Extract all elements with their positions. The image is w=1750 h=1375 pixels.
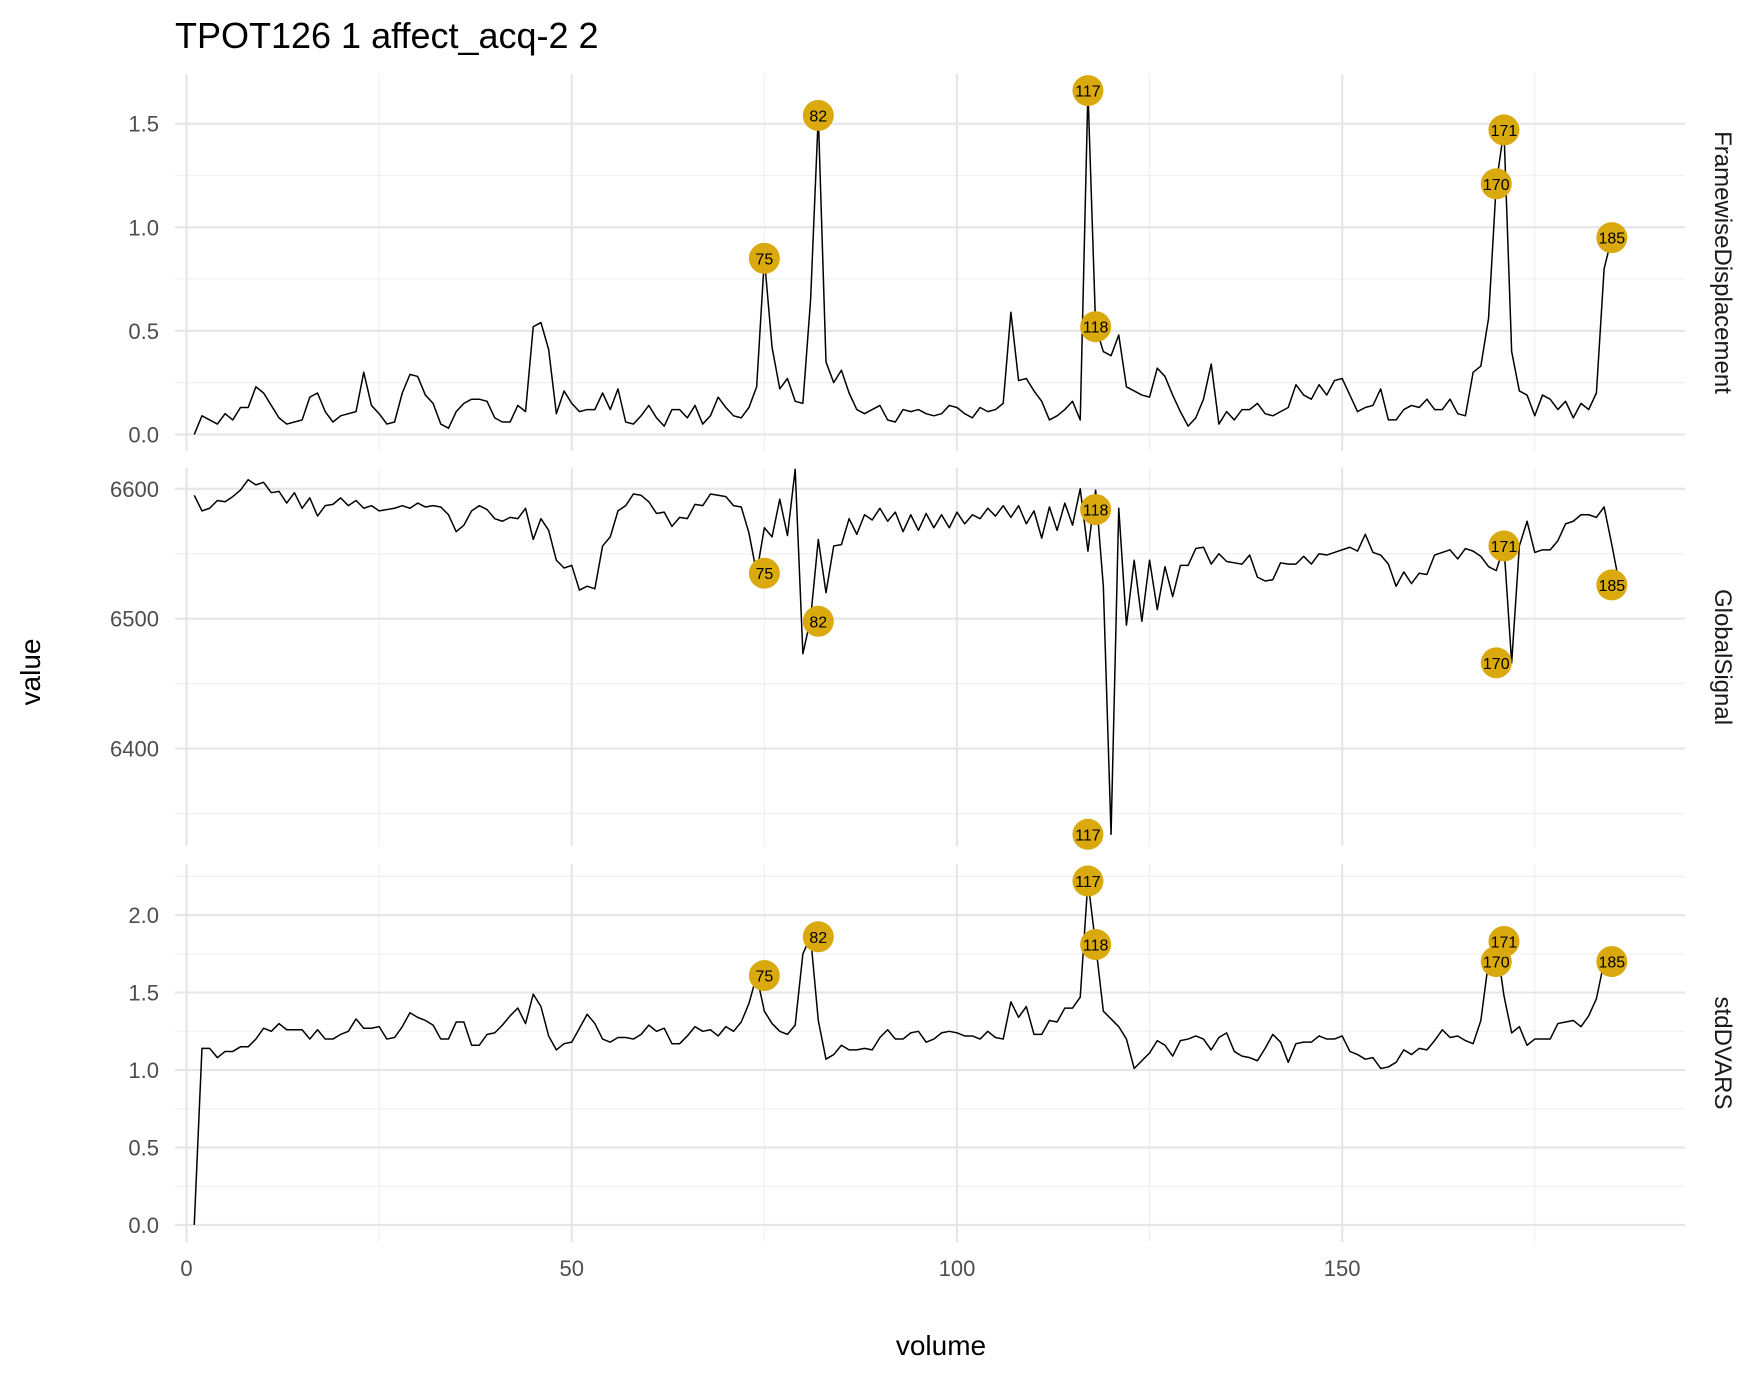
y-tick-label: 0.5 — [128, 1136, 159, 1161]
highlight-point — [802, 605, 834, 637]
highlight-point — [1080, 929, 1112, 961]
highlight-point — [1080, 311, 1112, 343]
highlight-point — [1488, 114, 1520, 146]
highlight-point-label: 118 — [1083, 938, 1109, 955]
y-tick-label: 0.5 — [128, 319, 159, 344]
y-axis-title: value — [15, 639, 46, 706]
panels: 0.0 0.5 1.0 1.5 FramewiseDisplacement 75 82 117… — [110, 74, 1736, 1242]
highlight-point-label: 171 — [1491, 123, 1518, 140]
highlight-point — [1488, 530, 1520, 562]
highlight-point — [1072, 818, 1104, 850]
y-tick-label: 2.0 — [128, 903, 159, 928]
y-tick-label: 1.0 — [128, 1058, 159, 1083]
highlight-point — [1480, 647, 1512, 679]
x-tick-label: 100 — [939, 1256, 976, 1281]
y-tick-label: 1.0 — [128, 215, 159, 240]
highlight-point-label: 185 — [1598, 578, 1625, 595]
highlight-point — [1072, 865, 1104, 897]
x-tick-label: 150 — [1324, 1256, 1361, 1281]
y-tick-label: 1.5 — [128, 981, 159, 1006]
highlight-point — [1596, 569, 1628, 601]
highlight-point-label: 118 — [1083, 503, 1109, 520]
panel-GlobalSignal: 6400 6500 6600 GlobalSignal 75 82 117 118 170 171… — [110, 468, 1736, 850]
panel-strip-label: FramewiseDisplacement — [1709, 131, 1736, 394]
panel-stdDVARS: 0.0 0.5 1.0 1.5 2.0 stdDVARS 75 82 117 118 170 171 1… — [128, 864, 1736, 1242]
panel-FramewiseDisplacement: 0.0 0.5 1.0 1.5 FramewiseDisplacement 75 82 117… — [128, 74, 1736, 451]
y-tick-label: 0.0 — [128, 1213, 159, 1238]
grid-stdDVARS — [175, 864, 1685, 1242]
highlight-point — [748, 557, 780, 589]
series-line-stdDVARS — [193, 880, 1605, 1225]
highlight-point — [802, 921, 834, 953]
grid-FramewiseDisplacement — [175, 74, 1685, 451]
y-tick-label: 6500 — [110, 607, 159, 632]
highlight-point-label: 117 — [1075, 827, 1101, 844]
highlight-point — [1080, 494, 1112, 526]
panel-strip-label: GlobalSignal — [1709, 589, 1736, 725]
series-line-GlobalSignal — [193, 468, 1621, 836]
y-tick-label: 6400 — [110, 737, 159, 762]
highlight-point-label: 82 — [809, 614, 827, 631]
chart-title: TPOT126 1 affect_acq-2 2 — [175, 15, 599, 56]
highlight-point-label: 170 — [1483, 955, 1510, 972]
highlight-point-label: 75 — [755, 969, 773, 986]
x-axis-title: volume — [896, 1330, 986, 1361]
highlight-point-label: 82 — [809, 108, 827, 125]
x-axis: 0 50 100 150 — [180, 1256, 1360, 1281]
highlight-point-label: 75 — [755, 251, 773, 268]
highlight-point-label: 117 — [1075, 84, 1101, 101]
highlight-point-label: 118 — [1083, 320, 1109, 337]
highlight-point — [1072, 75, 1104, 107]
highlight-point — [1596, 946, 1628, 978]
highlight-point — [748, 242, 780, 274]
highlight-point — [1596, 222, 1628, 254]
grid-GlobalSignal — [175, 468, 1685, 846]
highlight-point — [1480, 168, 1512, 200]
highlight-point-label: 171 — [1491, 539, 1518, 556]
panel-strip-label: stdDVARS — [1709, 997, 1736, 1110]
x-tick-label: 0 — [180, 1256, 192, 1281]
highlight-point — [802, 99, 834, 131]
highlight-point-label: 75 — [755, 566, 773, 583]
highlight-point-label: 185 — [1598, 231, 1625, 248]
highlight-point-label: 117 — [1075, 874, 1101, 891]
series-line-FramewiseDisplacement — [193, 89, 1613, 435]
highlight-point-label: 170 — [1483, 656, 1510, 673]
highlight-point-label: 171 — [1491, 934, 1518, 951]
highlight-point — [1488, 925, 1520, 957]
highlight-point-label: 170 — [1483, 177, 1510, 194]
y-tick-label: 1.5 — [128, 112, 159, 137]
highlight-point-label: 185 — [1598, 955, 1625, 972]
highlight-point — [748, 960, 780, 992]
highlight-point-label: 82 — [809, 930, 827, 947]
y-tick-label: 6600 — [110, 477, 159, 502]
y-tick-label: 0.0 — [128, 422, 159, 447]
x-tick-label: 50 — [560, 1256, 584, 1281]
